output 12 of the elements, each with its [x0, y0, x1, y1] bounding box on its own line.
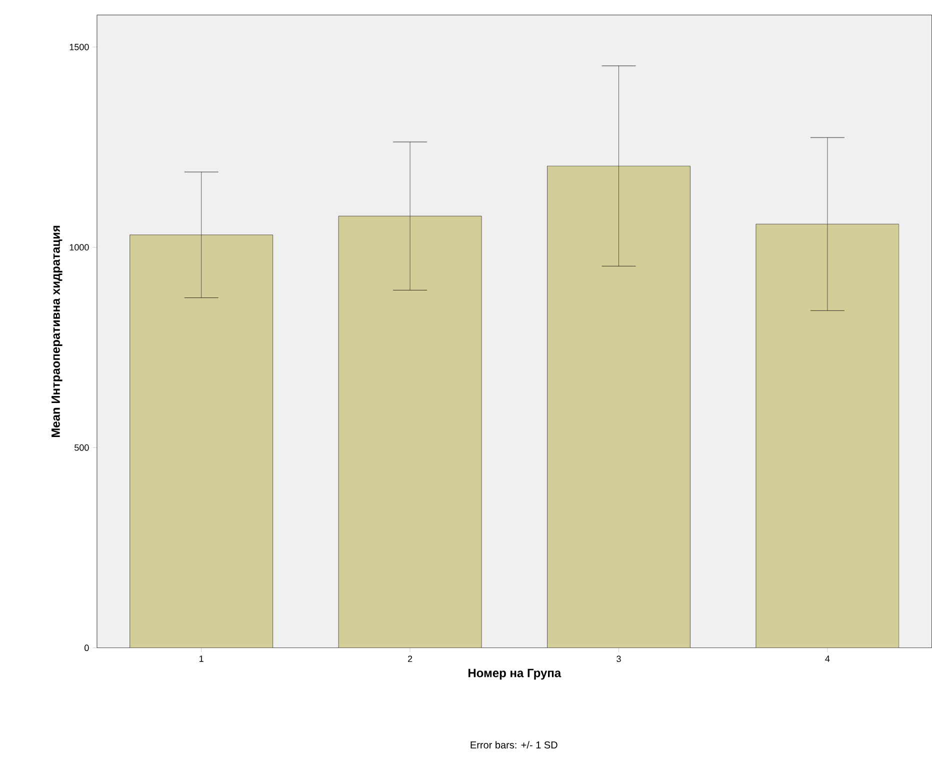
bar	[547, 166, 690, 648]
x-axis-title: Номер на Група	[468, 668, 562, 680]
y-tick-label: 500	[74, 444, 89, 451]
y-tick-label: 1000	[70, 244, 89, 251]
x-tick-label: 2	[408, 656, 412, 662]
x-tick-label: 3	[616, 656, 621, 662]
x-tick-label: 4	[825, 656, 830, 662]
y-tick-label: 1500	[70, 44, 89, 50]
y-tick-label: 0	[84, 644, 89, 652]
y-axis-title: Mean Интраоперативна хидратация	[52, 226, 62, 438]
x-tick-label: 1	[200, 656, 204, 662]
text: Error bars: +/- 1 SD	[470, 741, 558, 749]
